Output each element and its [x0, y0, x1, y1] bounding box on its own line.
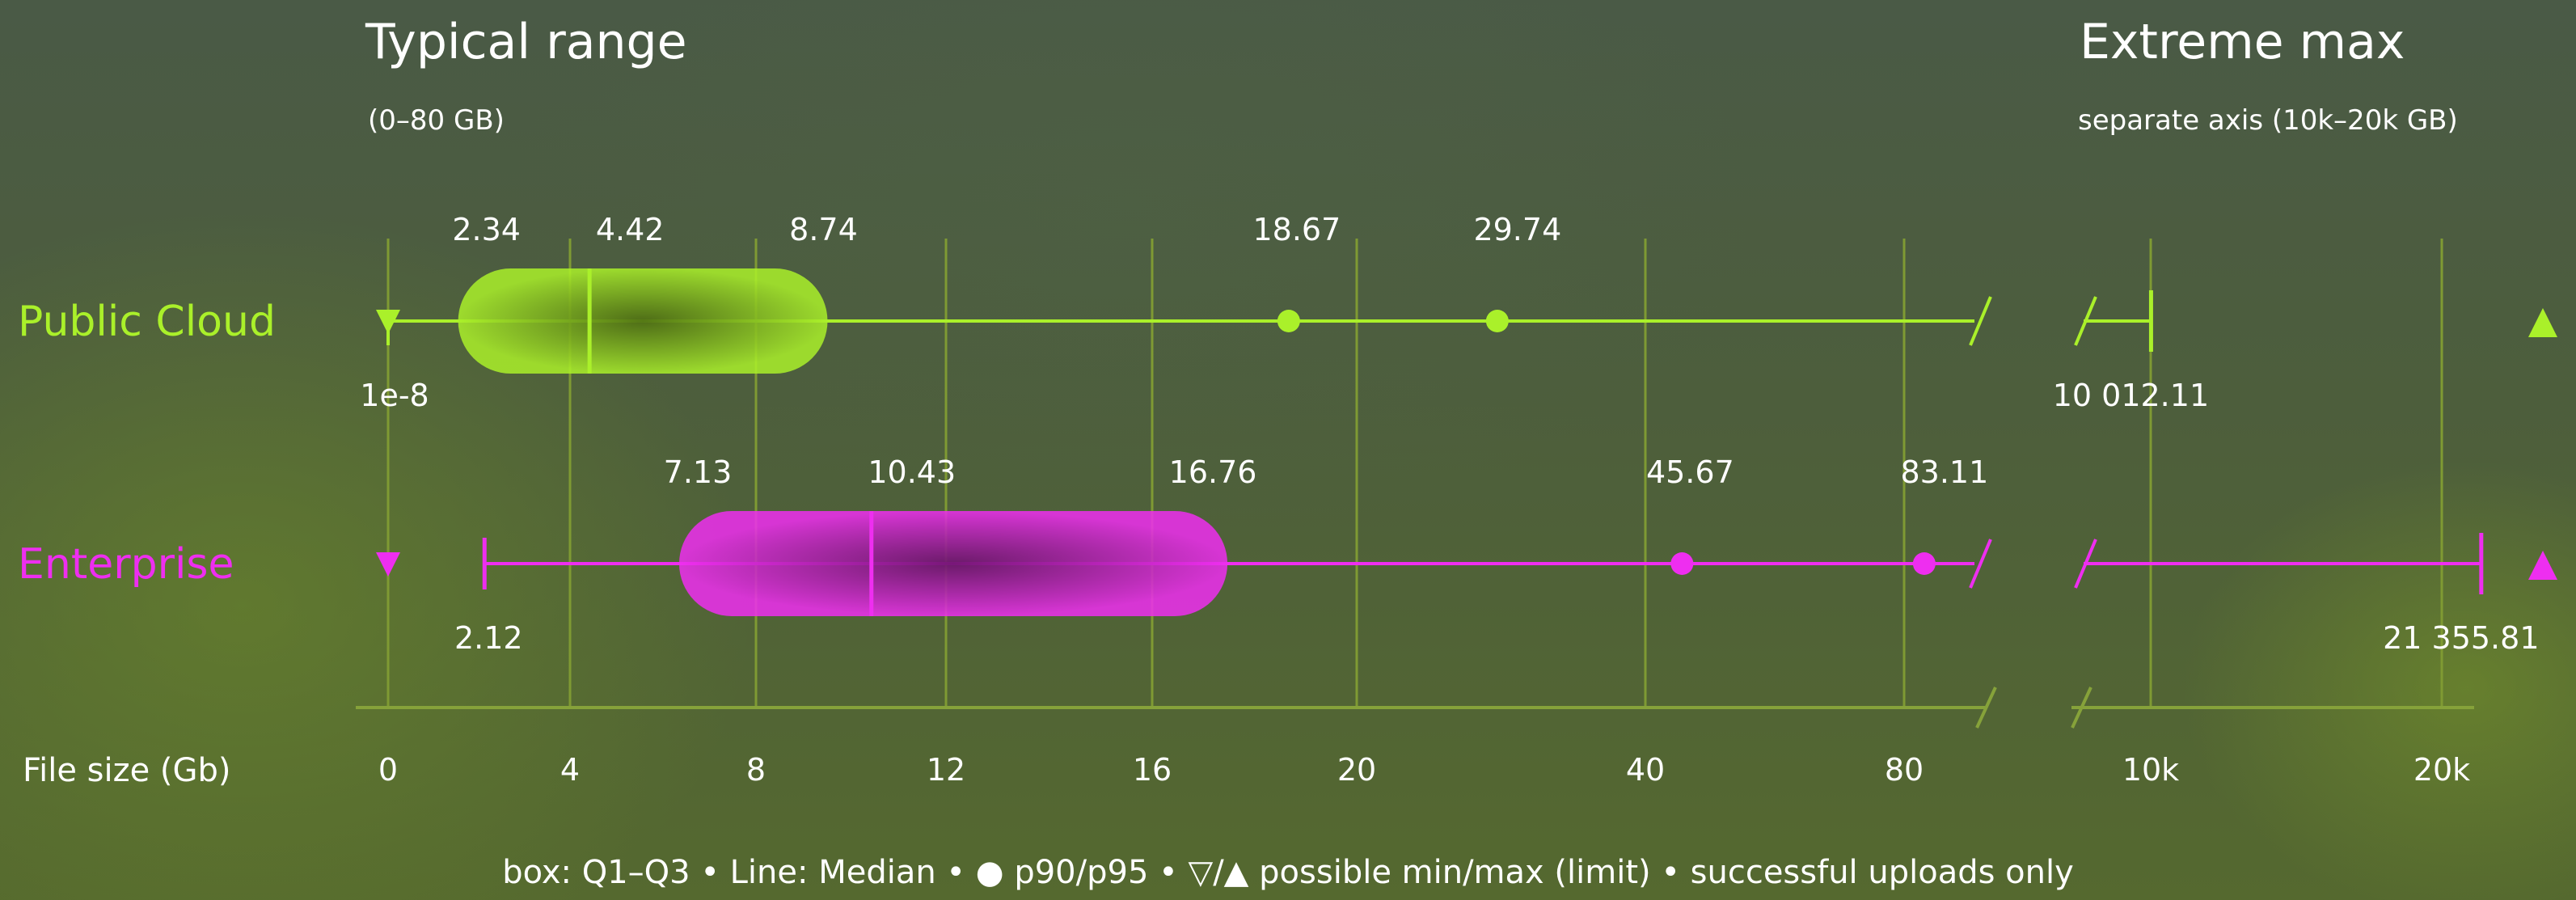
min-label: 1e-8 [360, 378, 429, 413]
legend-separator: • [1651, 854, 1691, 891]
break-mark [1969, 296, 1992, 346]
legend-separator: • [690, 854, 730, 891]
legend-item: p90/p95 [1014, 854, 1148, 891]
iqr-box-shade [458, 268, 828, 374]
legend-symbol: ▽/▲ [1188, 854, 1259, 891]
p95-label: 29.74 [1473, 212, 1561, 247]
max-label: 21 355.81 [2383, 620, 2539, 656]
x-axis: 0 4 8 12 16 20 40 80 10k 20k [356, 687, 2474, 788]
legend-symbol: ● [976, 854, 1015, 891]
series-public-cloud: Public Cloud 1e-8 2.34 8.74 4.42 18.67 29.74 10… [18, 212, 2557, 413]
typical-range-title: Typical range [365, 14, 687, 70]
max-limit-marker [2528, 308, 2557, 337]
break-mark [1969, 539, 1992, 589]
x-tick-label: 10k [2122, 752, 2179, 788]
legend: box: Q1–Q3 • Line: Median • ● p90/p95 • … [502, 854, 2074, 891]
legend-item: Line: Median [730, 854, 936, 891]
p95-dot [1912, 552, 1936, 575]
p95-label: 83.11 [1900, 454, 1988, 490]
p90-label: 18.67 [1252, 212, 1341, 247]
x-tick-label: 16 [1133, 752, 1172, 788]
p90-dot [1670, 552, 1694, 575]
q3-label: 8.74 [789, 212, 858, 247]
x-tick-label: 8 [746, 752, 766, 788]
p95-dot [1485, 310, 1509, 332]
min-label: 2.12 [454, 620, 523, 656]
x-tick-label: 80 [1885, 752, 1924, 788]
x-tick-label: 20k [2413, 752, 2470, 788]
q1-label: 2.34 [452, 212, 521, 247]
extreme-max-subtitle: separate axis (10k–20k GB) [2078, 104, 2458, 137]
q3-label: 16.76 [1169, 454, 1257, 490]
max-limit-marker [2528, 551, 2557, 580]
min-limit-marker [376, 552, 400, 577]
series-enterprise: Enterprise 2.12 7.13 16.76 10.43 45.67 83.11 21… [18, 454, 2557, 656]
legend-separator: • [936, 854, 976, 891]
axis-break-mark [2071, 687, 2092, 729]
x-tick-label: 20 [1337, 752, 1376, 788]
x-tick-label: 4 [560, 752, 580, 788]
legend-item: successful uploads only [1691, 854, 2074, 891]
axis-break-mark [1975, 687, 1997, 729]
row-label: Public Cloud [18, 298, 276, 346]
iqr-box-shade [678, 511, 1228, 616]
p90-label: 45.67 [1646, 454, 1734, 490]
legend-item: possible min/max (limit) [1259, 854, 1650, 891]
x-tick-label: 0 [378, 752, 398, 788]
median-label: 10.43 [868, 454, 956, 490]
legend-separator: • [1148, 854, 1188, 891]
x-tick-label: 12 [927, 752, 965, 788]
q1-label: 7.13 [664, 454, 733, 490]
row-label: Enterprise [18, 540, 234, 589]
typical-range-subtitle: (0–80 GB) [368, 104, 505, 137]
x-tick-label: 40 [1626, 752, 1665, 788]
median-label: 4.42 [596, 212, 665, 247]
series-layer: Public Cloud 1e-8 2.34 8.74 4.42 18.67 29.74 10… [18, 212, 2557, 656]
x-axis-title: File size (Gb) [23, 752, 231, 789]
p90-dot [1277, 310, 1300, 332]
extreme-max-title: Extreme max [2080, 14, 2405, 70]
max-label: 10 012.11 [2053, 378, 2209, 413]
legend-item: box: Q1–Q3 [502, 854, 690, 891]
